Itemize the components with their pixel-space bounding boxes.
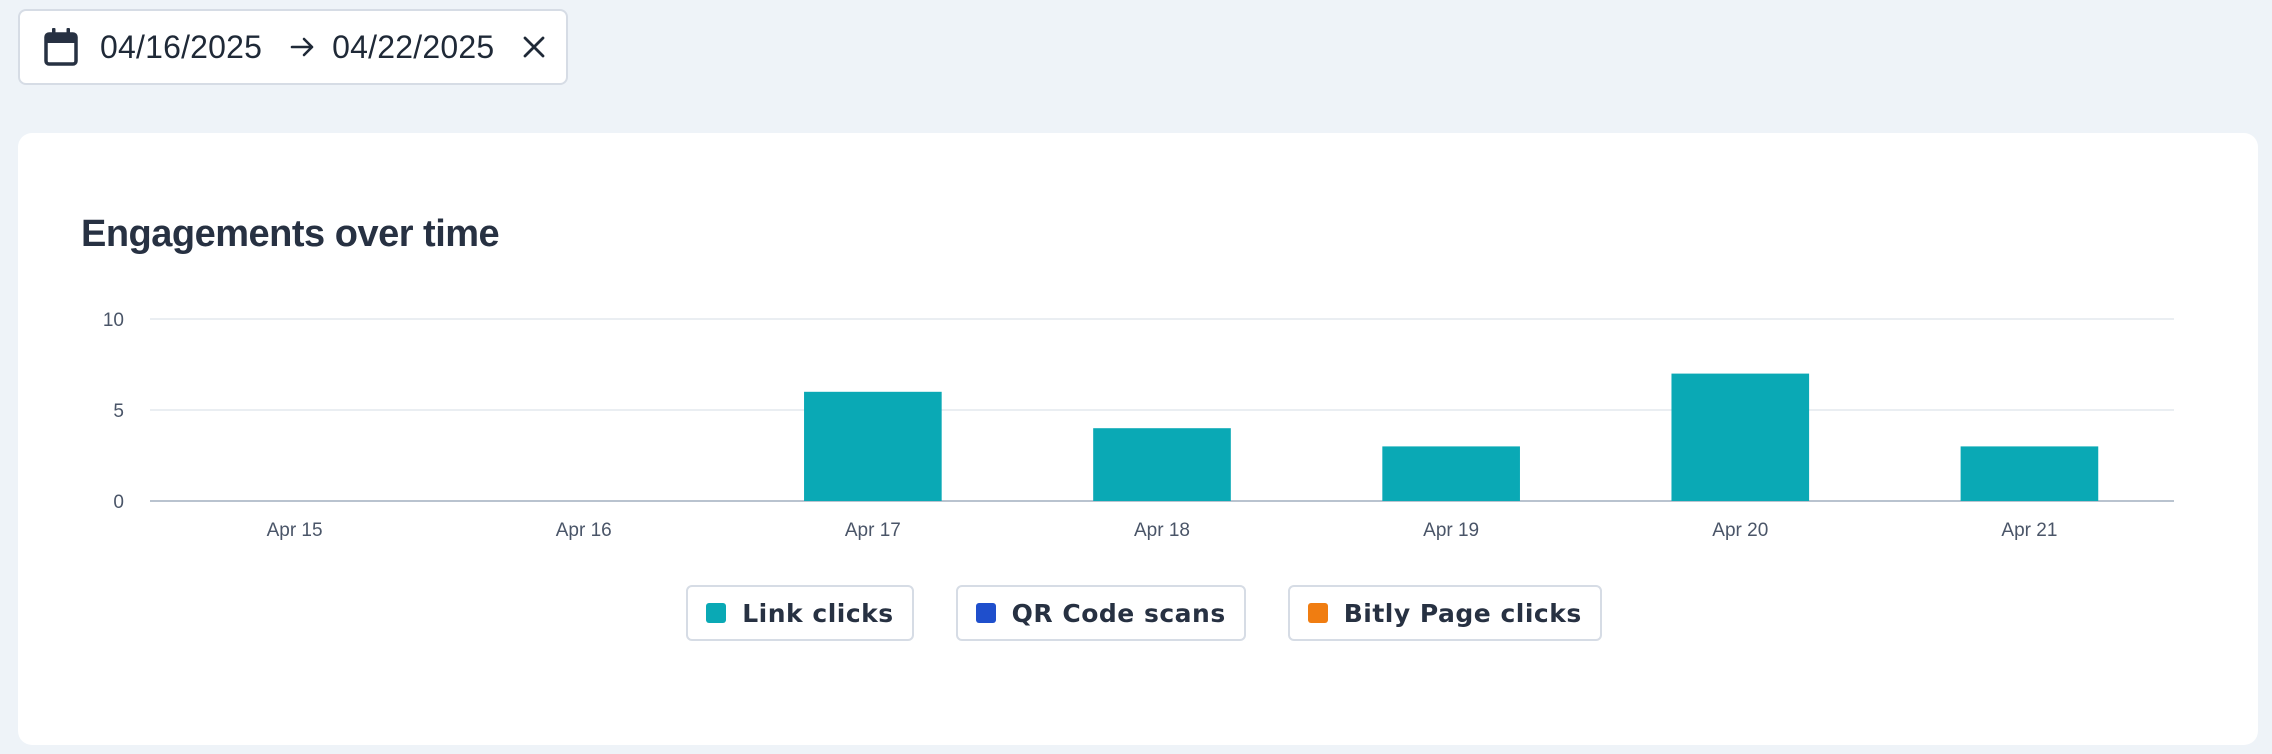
bar-link-clicks-apr-21[interactable]: [1960, 446, 2099, 501]
end-date[interactable]: 04/22/2025: [332, 28, 495, 65]
legend-item-bitly-page-clicks[interactable]: Bitly Page clicks: [1287, 585, 1602, 641]
x-tick-label: Apr 18: [1134, 520, 1190, 541]
legend-swatch: [975, 603, 996, 623]
engagements-chart-card: Engagements over time 0 5 10 Apr 15 Apr 16 Ap…: [18, 133, 2258, 745]
x-tick-label: Apr 21: [2001, 520, 2057, 541]
y-tick-label: 0: [113, 492, 124, 513]
x-tick-label: Apr 16: [556, 520, 612, 541]
arrow-right-icon: [288, 32, 318, 62]
engagements-bar-chart: 0 5 10 Apr 15 Apr 16 Apr 17 Apr 18 Apr 19 Apr 20…: [103, 310, 2174, 541]
legend-label: Link clicks: [742, 598, 894, 628]
legend-swatch: [706, 603, 727, 623]
bar-link-clicks-apr-19[interactable]: [1382, 446, 1520, 501]
x-tick-label: Apr 15: [267, 520, 323, 541]
date-range-picker[interactable]: 04/16/2025 04/22/2025: [18, 9, 568, 85]
chart-legend: Link clicks QR Code scans Bitly Page click…: [18, 585, 2258, 641]
start-date[interactable]: 04/16/2025: [100, 28, 263, 65]
x-tick-label: Apr 19: [1423, 520, 1479, 541]
bar-link-clicks-apr-18[interactable]: [1093, 428, 1231, 501]
bar-link-clicks-apr-20[interactable]: [1671, 373, 1810, 501]
y-tick-label: 10: [103, 310, 124, 331]
x-tick-label: Apr 20: [1712, 520, 1768, 541]
calendar-icon[interactable]: [42, 27, 80, 67]
legend-label: QR Code scans: [1011, 598, 1226, 628]
bar-link-clicks-apr-17[interactable]: [804, 391, 942, 501]
chart-title: Engagements over time: [81, 213, 500, 255]
legend-item-link-clicks[interactable]: Link clicks: [686, 585, 914, 641]
legend-label: Bitly Page clicks: [1343, 598, 1582, 628]
legend-swatch: [1307, 603, 1328, 623]
close-icon[interactable]: [518, 31, 550, 63]
legend-item-qr-code-scans[interactable]: QR Code scans: [955, 585, 1246, 641]
x-tick-label: Apr 17: [845, 520, 901, 541]
y-tick-label: 5: [113, 401, 124, 422]
